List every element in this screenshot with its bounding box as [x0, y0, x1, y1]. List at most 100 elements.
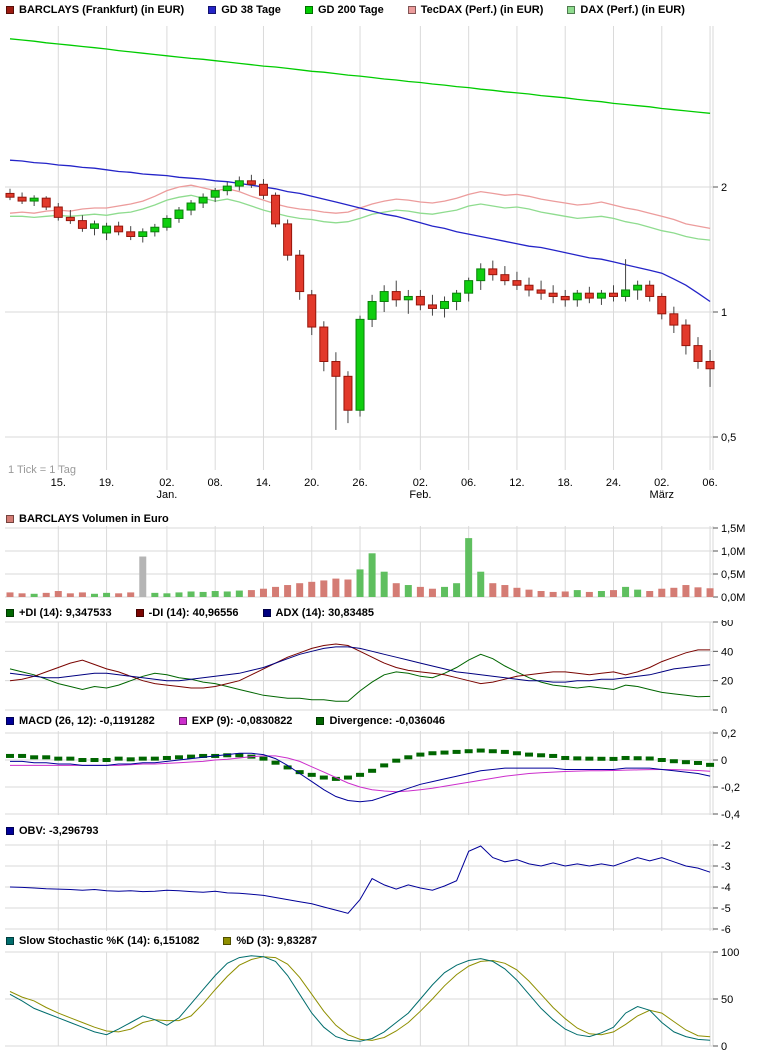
gd38-swatch-icon — [208, 6, 217, 14]
legend-item-tecdax: TecDAX (Perf.) (in EUR) — [407, 4, 544, 16]
exp-swatch-icon — [178, 717, 187, 725]
dmi-lines — [9, 643, 711, 702]
gd200-label: GD 200 Tage — [317, 4, 384, 16]
plus-di-label: +DI (14): 9,347533 — [19, 607, 112, 619]
minus-di-swatch-icon — [135, 609, 144, 617]
legend-item-divergence: Divergence: -0,036046 — [316, 715, 445, 727]
legend-item-obv: OBV: -3,296793 — [6, 825, 99, 837]
gd38-label: GD 38 Tage — [221, 4, 281, 16]
barclays-swatch-icon — [6, 6, 14, 14]
svg-text:02.: 02. — [654, 477, 669, 489]
volume-label: BARCLAYS Volumen in Euro — [19, 513, 169, 525]
tecdax-swatch-icon — [407, 6, 416, 14]
svg-text:50: 50 — [721, 994, 733, 1006]
legend-item-gd200: GD 200 Tage — [304, 4, 384, 16]
obv-swatch-icon — [6, 827, 14, 835]
obv-legend: OBV: -3,296793 — [6, 824, 99, 838]
svg-text:08.: 08. — [208, 477, 223, 489]
dmi-line-chart: 60 40 20 0 — [5, 620, 733, 713]
candles-layer — [5, 174, 715, 430]
svg-text:1,0M: 1,0M — [721, 546, 745, 558]
legend-item-dax: DAX (Perf.) (in EUR) — [567, 4, 685, 16]
volume-swatch-icon — [6, 515, 14, 523]
svg-text:0: 0 — [721, 755, 727, 767]
legend-item-volume: BARCLAYS Volumen in Euro — [6, 513, 169, 525]
exp-label: EXP (9): -0,0830822 — [191, 715, 293, 727]
overlay-lines — [9, 38, 711, 303]
grid-layer: 60 40 20 0 — [5, 620, 733, 713]
macd-legend: MACD (26, 12): -0,1191282 EXP (9): -0,08… — [6, 714, 445, 728]
svg-text:20: 20 — [721, 676, 733, 688]
legend-item-plus-di: +DI (14): 9,347533 — [6, 607, 112, 619]
svg-text:-2: -2 — [721, 840, 731, 852]
minus-di-label: -DI (14): 40,96556 — [148, 607, 239, 619]
plus-di-swatch-icon — [6, 609, 14, 617]
svg-text:0,5M: 0,5M — [721, 569, 745, 581]
svg-text:1: 1 — [721, 307, 727, 319]
macd-chart: 0,2 0 -0,2 -0,4 — [5, 728, 740, 820]
svg-text:02.: 02. — [159, 477, 174, 489]
price-candlestick-chart: 210,515. 19. 02.Jan.08. 14. 20. 26. 02.Feb.06.… — [5, 26, 736, 501]
volume-bar-chart: 1,5M 1,0M 0,5M 0,0M — [5, 524, 745, 602]
legend-item-adx: ADX (14): 30,83485 — [262, 607, 374, 619]
svg-text:06.: 06. — [702, 477, 717, 489]
legend-item-stoch-k: Slow Stochastic %K (14): 6,151082 — [6, 935, 199, 947]
dax-label: DAX (Perf.) (in EUR) — [580, 4, 685, 16]
svg-text:Jan.: Jan. — [157, 489, 178, 501]
svg-text:1,5M: 1,5M — [721, 524, 745, 535]
svg-text:100: 100 — [721, 948, 739, 959]
adx-label: ADX (14): 30,83485 — [275, 607, 374, 619]
svg-text:0,2: 0,2 — [721, 728, 736, 740]
macd-swatch-icon — [6, 717, 14, 725]
tecdax-label: TecDAX (Perf.) (in EUR) — [420, 4, 544, 16]
svg-text:18.: 18. — [558, 477, 573, 489]
svg-text:-0,2: -0,2 — [721, 782, 740, 794]
dax-swatch-icon — [567, 6, 576, 14]
grid-layer: 0,2 0 -0,2 -0,4 — [5, 728, 740, 820]
svg-text:24.: 24. — [606, 477, 621, 489]
svg-text:40: 40 — [721, 646, 733, 658]
svg-text:2: 2 — [721, 182, 727, 194]
svg-text:-3: -3 — [721, 861, 731, 873]
svg-text:20.: 20. — [304, 477, 319, 489]
obv-label: OBV: -3,296793 — [19, 825, 99, 837]
svg-text:1 Tick = 1 Tag: 1 Tick = 1 Tag — [8, 464, 76, 476]
barclays-label: BARCLAYS (Frankfurt) (in EUR) — [19, 4, 185, 16]
svg-text:06.: 06. — [461, 477, 476, 489]
stochastic-line-chart: 100 50 0 — [5, 948, 739, 1050]
svg-text:19.: 19. — [99, 477, 114, 489]
svg-text:60: 60 — [721, 620, 733, 629]
legend-item-exp: EXP (9): -0,0830822 — [178, 715, 293, 727]
adx-swatch-icon — [262, 609, 271, 617]
legend-item-minus-di: -DI (14): 40,96556 — [135, 607, 239, 619]
svg-text:-0,4: -0,4 — [721, 809, 740, 820]
legend-item-barclays: BARCLAYS (Frankfurt) (in EUR) — [6, 4, 184, 16]
svg-text:14.: 14. — [256, 477, 271, 489]
grid-layer: -2 -3 -4 -5 -6 — [5, 840, 731, 934]
stoch-k-label: Slow Stochastic %K (14): 6,151082 — [19, 935, 200, 947]
volume-bars — [6, 538, 714, 597]
stoch-d-label: %D (3): 9,83287 — [236, 935, 318, 947]
stoch-k-swatch-icon — [6, 937, 14, 945]
divergence-label: Divergence: -0,036046 — [329, 715, 446, 727]
svg-text:26.: 26. — [352, 477, 367, 489]
svg-text:März: März — [650, 489, 674, 501]
svg-text:0,5: 0,5 — [721, 432, 736, 444]
dmi-legend: +DI (14): 9,347533 -DI (14): 40,96556 AD… — [6, 606, 374, 620]
stochastic-legend: Slow Stochastic %K (14): 6,151082 %D (3)… — [6, 934, 317, 948]
legend-item-stoch-d: %D (3): 9,83287 — [223, 935, 317, 947]
gd200-swatch-icon — [304, 6, 313, 14]
legend-item-gd38: GD 38 Tage — [208, 4, 281, 16]
legend-item-macd: MACD (26, 12): -0,1191282 — [6, 715, 155, 727]
svg-text:-5: -5 — [721, 903, 731, 915]
macd-label: MACD (26, 12): -0,1191282 — [19, 715, 155, 727]
stochastic-lines — [9, 955, 711, 1042]
svg-text:15.: 15. — [51, 477, 66, 489]
svg-text:0,0M: 0,0M — [721, 592, 745, 602]
svg-text:0: 0 — [721, 705, 727, 713]
svg-text:-4: -4 — [721, 882, 731, 894]
svg-text:12.: 12. — [509, 477, 524, 489]
volume-legend: BARCLAYS Volumen in Euro — [6, 512, 169, 526]
obv-line-chart: -2 -3 -4 -5 -6 — [5, 840, 731, 934]
